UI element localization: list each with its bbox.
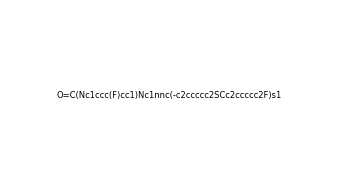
Text: O=C(Nc1ccc(F)cc1)Nc1nnc(-c2ccccc2SCc2ccccc2F)s1: O=C(Nc1ccc(F)cc1)Nc1nnc(-c2ccccc2SCc2ccc… bbox=[56, 91, 282, 100]
